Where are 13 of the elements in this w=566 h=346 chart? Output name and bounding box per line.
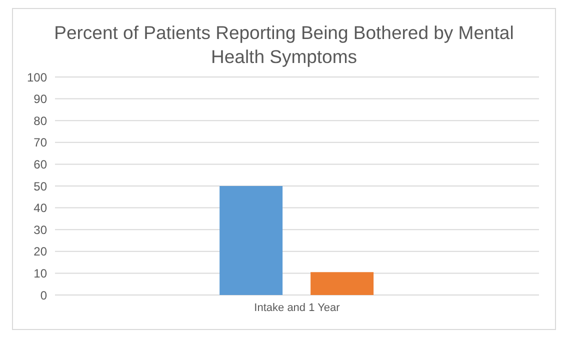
y-tick-label: 70 xyxy=(34,136,48,150)
y-tick-label: 50 xyxy=(34,179,48,194)
x-tick-label: Intake and 1 Year xyxy=(254,302,340,314)
chart-title: Percent of Patients Reporting Being Bothered by Mental Health Symptoms xyxy=(53,21,515,69)
y-tick-label: 40 xyxy=(34,201,48,216)
y-tick-label: 30 xyxy=(34,222,48,237)
y-tick-label: 10 xyxy=(34,266,48,280)
y-tick-label: 100 xyxy=(26,70,48,84)
y-tick-label: 60 xyxy=(34,157,48,172)
y-tick-label: 20 xyxy=(34,244,48,259)
y-tick-label: 0 xyxy=(40,288,48,302)
y-tick-label: 80 xyxy=(34,114,48,128)
y-tick-label: 90 xyxy=(34,92,48,106)
